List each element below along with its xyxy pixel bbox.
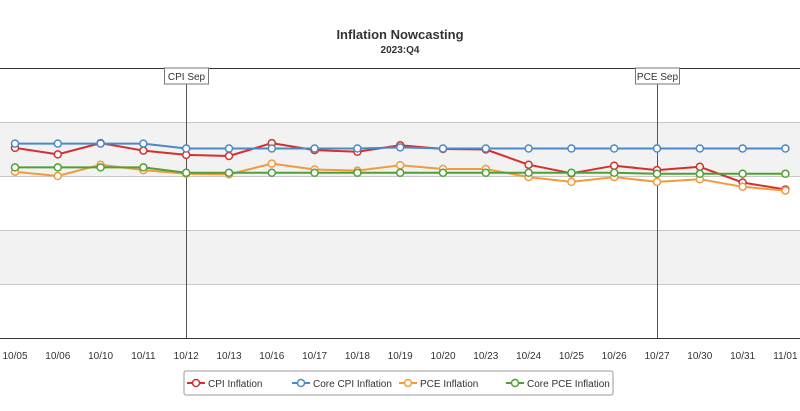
data-point[interactable] (609, 144, 619, 153)
legend-item-core-pce[interactable]: Core PCE Inflation (506, 378, 610, 390)
legend-label-core-pce: Core PCE Inflation (527, 379, 610, 390)
data-point[interactable] (181, 168, 191, 178)
data-point[interactable] (10, 139, 20, 148)
data-point[interactable] (353, 144, 362, 153)
data-point[interactable] (652, 177, 662, 187)
x-tick-label: 10/12 (174, 351, 199, 362)
x-tick-label: 10/31 (730, 351, 755, 362)
series-core-pce (10, 163, 790, 179)
data-point[interactable] (139, 139, 148, 148)
data-point[interactable] (524, 160, 533, 169)
data-point[interactable] (481, 168, 491, 178)
data-point[interactable] (10, 163, 20, 172)
data-point[interactable] (395, 168, 405, 178)
series-group (10, 138, 790, 195)
legend-item-core-cpi[interactable]: Core CPI Inflation (292, 378, 392, 390)
data-point[interactable] (695, 144, 705, 153)
x-tick-label: 10/26 (602, 351, 627, 362)
data-point[interactable] (652, 144, 662, 153)
grid-lines (0, 68, 800, 339)
x-tick-label: 10/18 (345, 351, 370, 362)
legend-item-pce[interactable]: PCE Inflation (399, 378, 478, 390)
data-point[interactable] (395, 143, 405, 152)
data-point[interactable] (567, 168, 576, 178)
data-point[interactable] (53, 163, 63, 172)
x-tick-label: 10/30 (687, 351, 712, 362)
data-point[interactable] (567, 177, 576, 187)
data-point[interactable] (438, 168, 448, 178)
legend-label-core-cpi: Core CPI Inflation (313, 379, 392, 390)
annotation-box (635, 67, 680, 85)
x-tick-label: 10/19 (388, 351, 413, 362)
data-point[interactable] (224, 144, 234, 153)
data-point[interactable] (738, 169, 747, 179)
x-tick-label: 10/17 (302, 351, 327, 362)
data-point[interactable] (53, 150, 63, 159)
data-point[interactable] (438, 144, 448, 153)
legend-box (183, 370, 614, 396)
data-point[interactable] (310, 144, 319, 153)
annotation-box (164, 67, 209, 85)
x-tick-label: 10/27 (644, 351, 669, 362)
plot-band (0, 230, 800, 284)
data-point[interactable] (567, 144, 576, 153)
x-axis: 10/05 10/06 10/10 10/11 10/12 10/13 10/16 10/17… (2, 351, 797, 362)
x-tick-label: 10/25 (559, 351, 584, 362)
data-point[interactable] (224, 168, 234, 178)
data-point[interactable] (181, 144, 191, 153)
data-point[interactable] (96, 139, 105, 148)
data-point[interactable] (695, 162, 705, 172)
series-core-cpi (10, 139, 790, 153)
x-tick-label: 11/01 (773, 351, 798, 362)
x-tick-label: 10/11 (131, 351, 156, 362)
data-point[interactable] (781, 186, 790, 195)
x-tick-label: 10/10 (88, 351, 113, 362)
legend-label-pce: PCE Inflation (420, 379, 478, 390)
data-point[interactable] (695, 169, 705, 179)
data-point[interactable] (738, 182, 747, 192)
data-point[interactable] (524, 144, 533, 153)
data-point[interactable] (609, 168, 619, 178)
x-tick-label: 10/06 (45, 351, 70, 362)
data-point[interactable] (738, 144, 747, 153)
x-tick-label: 10/13 (216, 351, 241, 362)
annotation-label: CPI Sep (168, 72, 206, 83)
x-tick-label: 10/20 (430, 351, 455, 362)
chart-subtitle: 2023:Q4 (381, 45, 420, 56)
data-point[interactable] (139, 146, 148, 155)
data-point[interactable] (267, 159, 277, 168)
data-point[interactable] (139, 163, 148, 172)
data-point[interactable] (224, 151, 234, 161)
data-point[interactable] (395, 160, 405, 170)
annotation-label: PCE Sep (637, 72, 679, 83)
plot-lines: CPI Sep PCE Sep (164, 67, 680, 338)
data-point[interactable] (652, 169, 662, 179)
data-point[interactable] (96, 163, 105, 172)
legend-label-cpi: CPI Inflation (208, 379, 262, 390)
data-point[interactable] (781, 144, 790, 153)
x-tick-label: 10/24 (516, 351, 541, 362)
data-point[interactable] (310, 168, 319, 178)
data-point[interactable] (609, 161, 619, 170)
data-point[interactable] (524, 168, 533, 178)
x-tick-label: 10/05 (2, 351, 27, 362)
data-point[interactable] (53, 171, 63, 181)
data-point[interactable] (267, 144, 277, 153)
chart-title: Inflation Nowcasting (336, 27, 463, 42)
data-point[interactable] (781, 169, 790, 179)
data-point[interactable] (481, 144, 491, 153)
data-point[interactable] (353, 168, 362, 178)
data-point[interactable] (53, 139, 63, 148)
x-tick-label: 10/16 (259, 351, 284, 362)
x-tick-label: 10/23 (473, 351, 498, 362)
legend: CPI Inflation Core CPI Inflation PCE Inf… (183, 370, 614, 396)
data-point[interactable] (267, 168, 277, 178)
legend-item-cpi[interactable]: CPI Inflation (187, 378, 262, 390)
